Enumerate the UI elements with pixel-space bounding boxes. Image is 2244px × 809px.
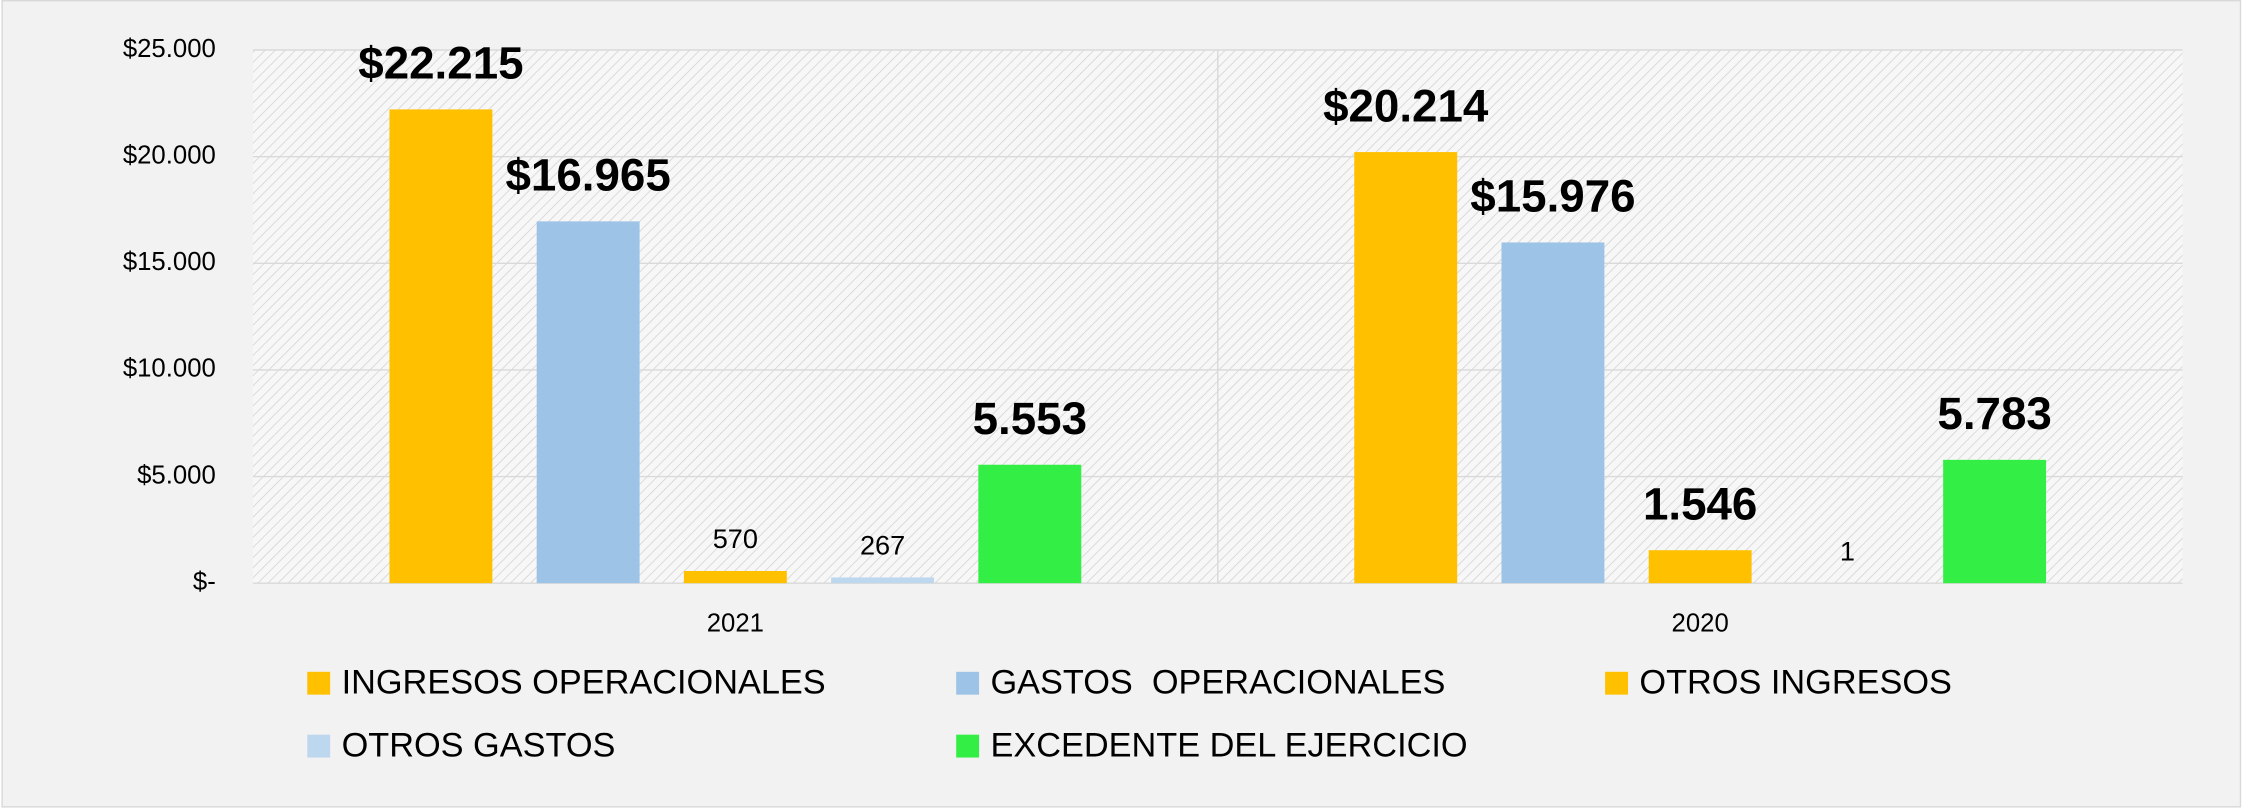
legend-label: EXCEDENTE DEL EJERCICIO: [991, 727, 1468, 765]
bar: [1648, 550, 1752, 584]
legend-swatch: [956, 734, 980, 758]
data-label: 570: [713, 523, 758, 554]
y-tick-label: $5.000: [137, 461, 216, 489]
bar: [1354, 152, 1458, 584]
x-tick-label: 2021: [707, 609, 764, 637]
legend-label: OTROS INGRESOS: [1639, 664, 1952, 702]
legend-swatch: [956, 671, 980, 695]
x-tick-label: 2020: [1672, 609, 1729, 637]
y-tick-label: $25.000: [123, 35, 216, 63]
legend-label: OTROS GASTOS: [342, 727, 616, 765]
legend-swatch: [307, 734, 331, 758]
bar: [1501, 242, 1605, 584]
bar: [831, 577, 935, 584]
data-label: 5.553: [973, 393, 1087, 444]
bar: [978, 464, 1082, 584]
data-label: 267: [860, 530, 905, 561]
data-label: 1: [1840, 535, 1855, 566]
legend-label: INGRESOS OPERACIONALES: [342, 664, 826, 702]
data-label: 1.546: [1643, 478, 1757, 529]
bar: [1943, 459, 2047, 584]
data-label: $16.965: [506, 150, 671, 201]
y-tick-label: $20.000: [123, 141, 216, 169]
bar: [536, 221, 640, 584]
legend-swatch: [307, 671, 331, 695]
data-label: $20.214: [1323, 80, 1489, 131]
data-label: $15.976: [1470, 171, 1635, 222]
y-tick-label: $15.000: [123, 248, 216, 276]
y-tick-label: $10.000: [123, 355, 216, 383]
legend-label: GASTOS OPERACIONALES: [991, 664, 1446, 702]
data-label: 5.783: [1937, 388, 2051, 439]
legend-swatch: [1605, 671, 1628, 695]
y-tick-label: $-: [193, 568, 216, 596]
data-label: $22.215: [358, 38, 523, 89]
bar: [683, 571, 787, 584]
bar: [389, 109, 493, 584]
